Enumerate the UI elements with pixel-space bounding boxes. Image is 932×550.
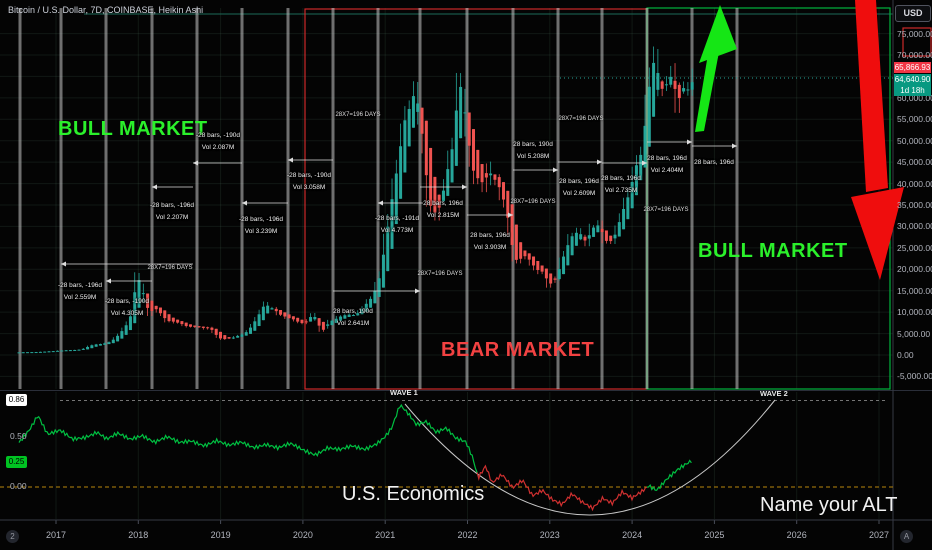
red-down-arrow[interactable] xyxy=(851,0,904,280)
bar-countdown-badge: 1d 18h xyxy=(894,85,931,96)
auto-scale-badge[interactable]: A xyxy=(900,530,913,543)
countdown-price-badge: 64,640.90 xyxy=(894,73,931,85)
last-price-badge: 65,866.93 xyxy=(894,62,931,73)
green-up-arrow[interactable] xyxy=(695,5,737,132)
currency-toggle-button[interactable]: USD xyxy=(895,5,931,22)
replay-badge[interactable]: 2 xyxy=(6,530,19,543)
